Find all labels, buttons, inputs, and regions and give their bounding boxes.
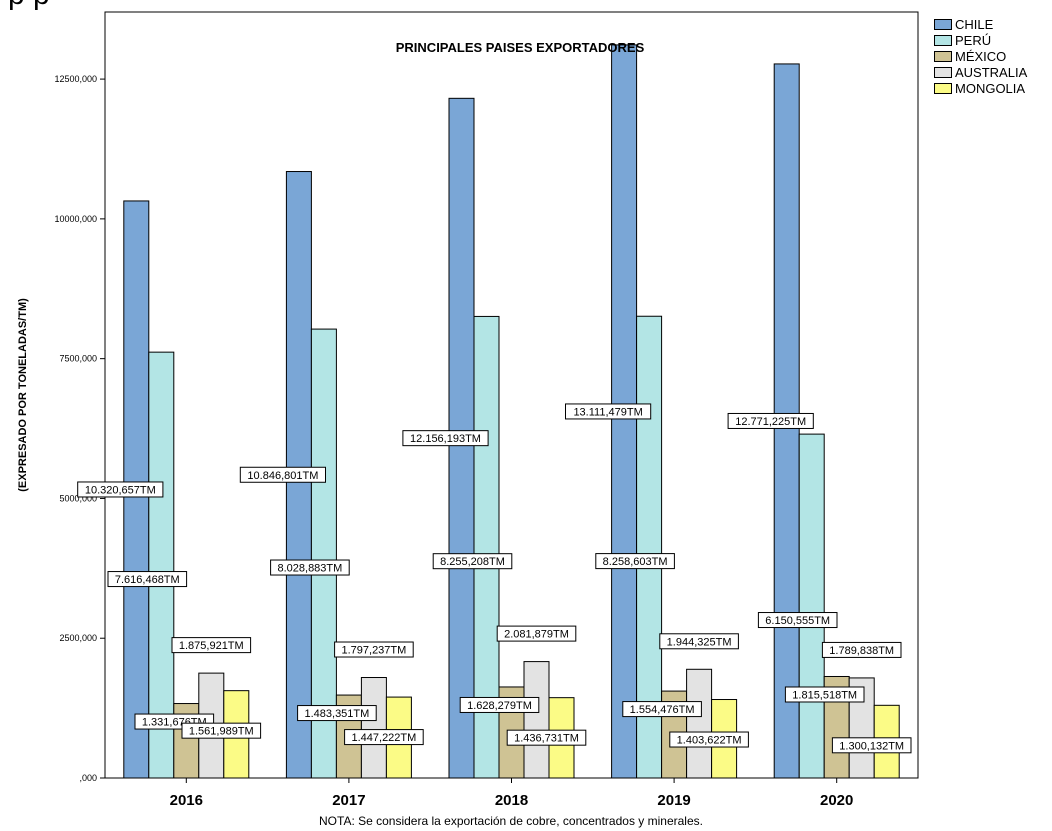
bar — [636, 315, 663, 779]
data-label: 2.081,879TM — [504, 629, 569, 641]
legend: CHILE PERÚ MÉXICO AUSTRALIA MONGOLIA — [934, 16, 1027, 96]
bar — [686, 668, 713, 779]
data-label: 7.616,468TM — [115, 574, 180, 586]
data-label: 10.320,657TM — [85, 484, 156, 496]
data-label-box — [297, 705, 377, 722]
data-label: 1.403,622TM — [677, 735, 742, 747]
data-label-box — [506, 729, 587, 746]
data-label-box — [334, 641, 414, 658]
y-tick-label: 7500,000 — [59, 354, 97, 364]
data-label-box — [622, 701, 702, 718]
bar — [310, 328, 337, 779]
data-label: 1.483,351TM — [304, 708, 369, 720]
bar — [523, 661, 550, 779]
data-label: 1.789,838TM — [829, 645, 894, 657]
legend-swatch — [934, 82, 952, 94]
data-label: 10.846,801TM — [247, 470, 318, 482]
data-label: 8.028,883TM — [277, 563, 342, 575]
data-label-box — [171, 637, 252, 654]
y-tick-label: 12500,000 — [54, 74, 97, 84]
data-label-box — [595, 553, 675, 570]
legend-label: PERÚ — [955, 32, 992, 48]
x-tick-label: 2020 — [820, 792, 853, 809]
legend-swatch — [934, 18, 952, 30]
bar — [148, 351, 175, 779]
legend-item: CHILE — [934, 16, 1027, 32]
data-label-box — [821, 641, 902, 658]
legend-label: MONGOLIA — [955, 80, 1026, 96]
data-label: 12.771,225TM — [735, 416, 806, 428]
data-label-box — [270, 559, 350, 576]
legend-swatch — [934, 34, 952, 46]
data-label: 1.944,325TM — [667, 636, 732, 648]
x-tick-label: 2017 — [332, 792, 365, 809]
y-axis-label: (EXPRESADO POR TONELADAS/TM) — [17, 298, 29, 492]
y-tick-label: ,000 — [79, 773, 97, 783]
legend-item: AUSTRALIA — [934, 64, 1027, 80]
data-label: 1.561,989TM — [189, 726, 254, 738]
data-label: 1.554,476TM — [630, 704, 695, 716]
data-label-box — [239, 466, 326, 483]
legend-label: CHILE — [955, 16, 994, 32]
data-label-box — [831, 737, 912, 754]
data-label: 8.258,603TM — [603, 556, 668, 568]
legend-label: MÉXICO — [955, 48, 1007, 64]
x-tick-label: 2019 — [657, 792, 690, 809]
data-label: 13.111,479TM — [573, 406, 642, 418]
legend-swatch — [934, 50, 952, 62]
footnote: NOTA: Se considera la exportación de cob… — [319, 814, 703, 828]
data-label-box — [344, 729, 424, 746]
data-label: 12.156,193TM — [410, 433, 481, 445]
data-label-box — [784, 686, 865, 703]
legend-label: AUSTRALIA — [955, 64, 1028, 80]
x-tick-label: 2016 — [170, 792, 203, 809]
y-tick-label: 10000,000 — [54, 214, 97, 224]
data-label-box — [669, 731, 749, 748]
data-label: 1.447,222TM — [351, 732, 416, 744]
data-label-box — [402, 430, 489, 447]
legend-item: MONGOLIA — [934, 80, 1027, 96]
data-label: 1.815,518TM — [792, 689, 857, 701]
data-label-box — [77, 481, 164, 498]
data-label: 1.797,237TM — [341, 645, 406, 657]
legend-item: PERÚ — [934, 32, 1027, 48]
y-tick-label: 5000,000 — [59, 493, 97, 503]
data-label: 6.150,555TM — [765, 615, 830, 627]
data-label-box — [181, 722, 262, 739]
y-tick-label: 2500,000 — [59, 633, 97, 643]
cropped-heading-fragment: p p — [8, 0, 50, 12]
data-label-box — [459, 696, 540, 713]
data-label-box — [432, 553, 513, 570]
data-label: 1.628,279TM — [467, 700, 532, 712]
data-label-box — [757, 612, 838, 629]
data-label-box — [565, 403, 652, 420]
data-label-box — [659, 633, 739, 650]
chart-title: PRINCIPALES PAISES EXPORTADORES — [396, 40, 645, 55]
data-label: 1.436,731TM — [514, 733, 579, 745]
data-label: 8.255,208TM — [440, 556, 505, 568]
bar — [798, 433, 825, 779]
data-label-box — [496, 625, 577, 642]
legend-swatch — [934, 66, 952, 78]
data-label: 1.300,132TM — [839, 740, 904, 752]
x-tick-label: 2018 — [495, 792, 528, 809]
data-label: 1.875,921TM — [179, 640, 244, 652]
data-label-box — [727, 412, 814, 429]
bar — [360, 677, 387, 779]
legend-item: MÉXICO — [934, 48, 1027, 64]
data-label-box — [107, 571, 188, 588]
